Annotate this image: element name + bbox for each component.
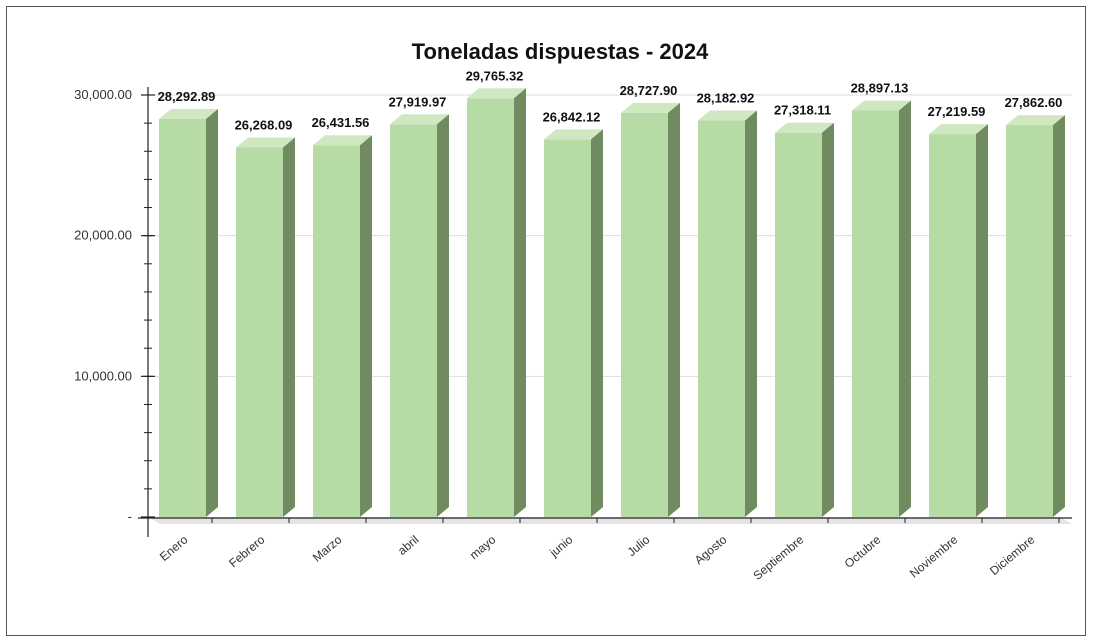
bar-front — [159, 119, 206, 518]
grid-lines — [148, 94, 1072, 377]
x-tick-label: Octubre — [842, 532, 884, 570]
data-labels: 28,292.89 26,268.09 26,431.56 27,919.97 29,7… — [158, 68, 1063, 132]
bar-top — [852, 100, 911, 111]
bar — [698, 110, 757, 518]
bar-top — [775, 122, 834, 133]
chart-floor — [148, 517, 1072, 524]
bar-front — [698, 120, 745, 518]
data-label: 29,765.32 — [466, 68, 524, 83]
bar-side — [591, 129, 603, 518]
data-label: 28,897.13 — [851, 81, 909, 96]
data-label: 28,292.89 — [158, 89, 216, 104]
bar — [390, 114, 449, 517]
bar — [313, 135, 372, 518]
bar-front — [390, 124, 437, 517]
bar-front — [852, 110, 899, 517]
x-tick-label: Febrero — [226, 532, 267, 570]
bar-top — [698, 110, 757, 121]
data-label: 27,219.59 — [928, 104, 986, 119]
bar-top — [544, 129, 603, 140]
bar-top — [929, 124, 988, 135]
y-tick-label: 30,000.00 — [74, 87, 132, 102]
bar-top — [236, 137, 295, 148]
data-label: 27,862.60 — [1005, 95, 1063, 110]
bar — [852, 100, 911, 517]
bar-front — [1006, 125, 1053, 517]
bar — [236, 137, 295, 517]
y-tick-label: 20,000.00 — [74, 228, 132, 243]
bar-side — [437, 114, 449, 517]
data-label: 27,919.97 — [389, 94, 447, 109]
data-label: 26,268.09 — [235, 117, 293, 132]
bar — [775, 122, 834, 517]
y-tick-label: 10,000.00 — [74, 368, 132, 383]
bars — [159, 88, 1065, 518]
x-tick-label: Julio — [625, 532, 653, 559]
bar-front — [313, 145, 360, 518]
bar-side — [745, 110, 757, 518]
bar-side — [899, 100, 911, 517]
bar-top — [313, 135, 372, 146]
bar-side — [283, 137, 295, 517]
x-tick-label: abril — [395, 533, 421, 558]
x-tick-label: Agosto — [692, 532, 730, 567]
bar-front — [621, 112, 668, 518]
bar-top — [467, 88, 526, 99]
x-tick-label: Noviembre — [907, 532, 961, 580]
x-tick-label: mayo — [467, 532, 499, 562]
bar-top — [159, 109, 218, 120]
y-tick-label: - — [128, 509, 132, 524]
data-label: 28,727.90 — [620, 83, 678, 98]
bar-side — [1053, 115, 1065, 517]
bar-side — [360, 135, 372, 518]
bar-side — [668, 102, 680, 518]
bar-front — [236, 147, 283, 517]
chart-title: Toneladas dispuestas - 2024 — [412, 39, 709, 64]
bar-side — [822, 122, 834, 517]
data-label: 28,182.92 — [697, 91, 755, 106]
bar-front — [544, 139, 591, 518]
data-label: 26,842.12 — [543, 109, 601, 124]
data-label: 26,431.56 — [312, 115, 370, 130]
bar-side — [206, 109, 218, 518]
bar — [467, 88, 526, 518]
bar — [929, 124, 988, 518]
bar-top — [621, 102, 680, 113]
bar-top — [390, 114, 449, 125]
x-tick-label: Enero — [157, 532, 191, 564]
x-tick-label: Marzo — [310, 532, 345, 564]
bar-front — [467, 98, 514, 518]
bar — [621, 102, 680, 518]
x-axis: Enero Febrero Marzo abril mayo junio Julio Agos… — [138, 517, 1072, 583]
floor-plane — [148, 517, 1072, 524]
bar — [1006, 115, 1065, 517]
y-axis: - 10,000.00 20,000.00 30,000.00 — [74, 87, 155, 537]
bar-side — [976, 124, 988, 518]
bar-front — [775, 132, 822, 517]
bar-front — [929, 134, 976, 518]
bar — [544, 129, 603, 518]
bar — [159, 109, 218, 518]
bar-top — [1006, 115, 1065, 126]
x-tick-label: Diciembre — [987, 532, 1038, 578]
bar-side — [514, 88, 526, 518]
x-tick-label: Septiembre — [750, 532, 806, 582]
data-label: 27,318.11 — [774, 103, 831, 118]
x-tick-label: junio — [546, 532, 575, 560]
